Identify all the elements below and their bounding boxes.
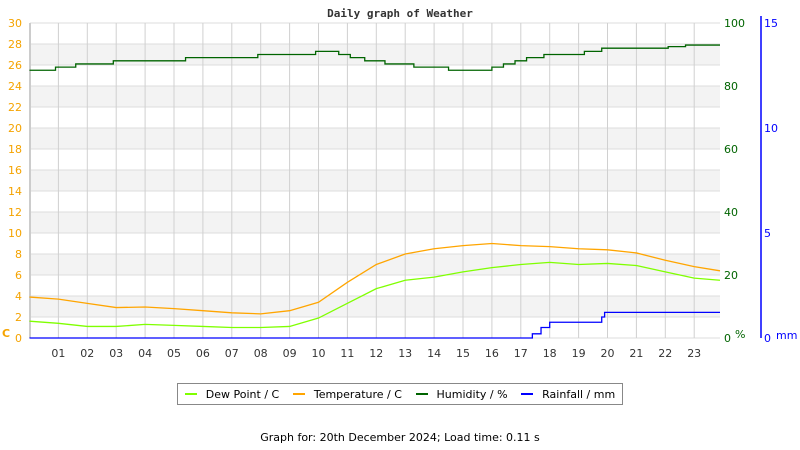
series-line-temperature <box>29 242 721 315</box>
y-tick-label-temperature: 16 <box>8 164 22 177</box>
x-tick-label: 02 <box>80 347 94 360</box>
x-tick-label: 15 <box>456 347 470 360</box>
x-tick-label: 09 <box>283 347 297 360</box>
grid-band <box>30 128 720 149</box>
x-tick-label: 20 <box>601 347 615 360</box>
legend-item-temperature: Temperature / C <box>292 387 402 401</box>
legend-item-humidity: Humidity / % <box>415 387 508 401</box>
x-tick-label: 11 <box>340 347 354 360</box>
legend-label: Temperature / C <box>313 387 402 401</box>
y-tick-label-temperature: 18 <box>8 143 22 156</box>
axis-unit-humidity: % <box>735 328 745 341</box>
legend: Dew Point / C Temperature / C Humidity /… <box>177 383 623 405</box>
y-tick-label-temperature: 30 <box>8 17 22 30</box>
y-tick-label-temperature: 4 <box>15 290 22 303</box>
y-tick-label-temperature: 2 <box>15 311 22 324</box>
grid-band <box>30 296 720 317</box>
y-tick-label-rainfall: 15 <box>764 17 778 30</box>
chart-title: Daily graph of Weather <box>327 7 473 20</box>
legend-swatch <box>292 393 305 395</box>
x-tick-label: 17 <box>514 347 528 360</box>
y-tick-label-temperature: 20 <box>8 122 22 135</box>
x-tick-label: 14 <box>427 347 441 360</box>
x-tick-label: 05 <box>167 347 181 360</box>
grid-band <box>30 44 720 65</box>
x-tick-label: 21 <box>629 347 643 360</box>
x-tick-label: 19 <box>572 347 586 360</box>
y-tick-label-rainfall: 5 <box>764 227 771 240</box>
y-tick-label-temperature: 28 <box>8 38 22 51</box>
grid-band <box>30 212 720 233</box>
legend-swatch <box>415 393 428 395</box>
grid-band <box>30 86 720 107</box>
grid-band <box>30 170 720 191</box>
x-tick-label: 08 <box>254 347 268 360</box>
legend-item-dew-point: Dew Point / C <box>184 387 280 401</box>
x-tick-label: 10 <box>312 347 326 360</box>
series-line-humidity <box>29 44 720 71</box>
x-tick-label: 12 <box>369 347 383 360</box>
y-tick-label-temperature: 22 <box>8 101 22 114</box>
series-line-rainfall <box>29 311 720 339</box>
y-tick-label-temperature: 24 <box>8 80 22 93</box>
x-tick-label: 16 <box>485 347 499 360</box>
y-tick-label-humidity: 100 <box>724 17 745 30</box>
y-tick-label-rainfall: 10 <box>764 122 778 135</box>
x-tick-label: 22 <box>658 347 672 360</box>
y-tick-label-temperature: 6 <box>15 269 22 282</box>
legend-label: Rainfall / mm <box>542 387 616 401</box>
y-tick-label-temperature: 10 <box>8 227 22 240</box>
y-tick-label-rainfall: 0 <box>764 332 771 345</box>
axis-unit-rainfall: mm <box>776 329 797 342</box>
legend-label: Humidity / % <box>436 387 508 401</box>
y-tick-label-humidity: 80 <box>724 80 738 93</box>
y-tick-label-humidity: 20 <box>724 269 738 282</box>
x-tick-label: 03 <box>109 347 123 360</box>
y-tick-label-humidity: 60 <box>724 143 738 156</box>
y-tick-label-temperature: 8 <box>15 248 22 261</box>
y-tick-label-temperature: 0 <box>15 332 22 345</box>
legend-swatch <box>184 393 197 395</box>
y-tick-label-temperature: 26 <box>8 59 22 72</box>
x-tick-label: 01 <box>51 347 65 360</box>
y-tick-label-temperature: 14 <box>8 185 22 198</box>
x-tick-label: 18 <box>543 347 557 360</box>
series-line-dew <box>29 261 721 329</box>
footer-text: Graph for: 20th December 2024; Load time… <box>260 431 540 444</box>
legend-item-rainfall: Rainfall / mm <box>521 388 615 401</box>
y-tick-label-humidity: 40 <box>724 206 738 219</box>
x-tick-label: 23 <box>687 347 701 360</box>
y-tick-label-temperature: 12 <box>8 206 22 219</box>
x-tick-label: 04 <box>138 347 152 360</box>
x-tick-label: 13 <box>398 347 412 360</box>
legend-label: Dew Point / C <box>205 387 280 401</box>
x-tick-label: 06 <box>196 347 210 360</box>
legend-swatch <box>521 393 534 395</box>
x-tick-label: 07 <box>225 347 239 360</box>
axis-unit-temperature: C <box>2 327 10 340</box>
y-tick-label-humidity: 0 <box>724 332 731 345</box>
